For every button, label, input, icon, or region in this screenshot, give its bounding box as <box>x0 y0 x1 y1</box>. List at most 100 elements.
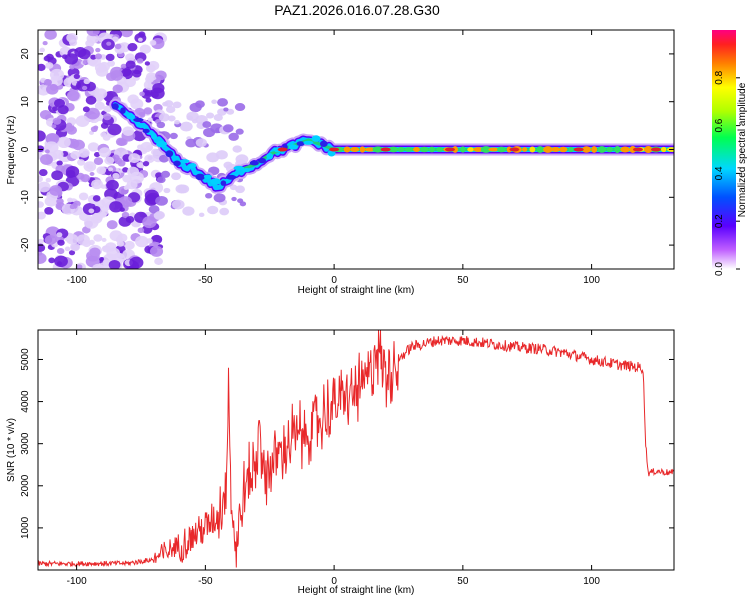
ridge-blob <box>529 146 536 153</box>
noise-blob <box>57 104 69 115</box>
noise-blob <box>211 99 218 104</box>
spectrogram-y-tick-label: 20 <box>20 48 31 60</box>
colorbar-ticks: 0.0 0.2 0.4 0.6 0.8 <box>714 70 740 276</box>
noise-blob <box>93 152 101 158</box>
noise-blob <box>52 117 62 125</box>
snr-x-ticks: -100 -50 0 50 100 <box>67 330 600 587</box>
noise-blob <box>108 167 114 172</box>
ridge-blob <box>188 162 197 169</box>
snr-x-tick-label: -50 <box>198 576 213 587</box>
noise-blob <box>87 164 94 170</box>
ridge-blob <box>242 168 251 173</box>
noise-blob <box>202 121 212 129</box>
ridge-blob <box>156 140 168 148</box>
noise-blob <box>156 176 166 184</box>
noise-blob <box>139 44 151 54</box>
noise-blob <box>189 102 202 113</box>
ridge-blob <box>142 128 150 134</box>
noise-blob <box>64 246 71 252</box>
snr-y-tick-label: 5000 <box>20 348 31 371</box>
ridge-peak <box>329 147 340 152</box>
noise-blob <box>136 161 144 168</box>
noise-blob <box>165 105 176 114</box>
ridge-blob <box>428 146 436 153</box>
noise-blob <box>155 70 167 81</box>
noise-blob <box>121 211 130 219</box>
noise-blob <box>203 127 216 138</box>
ridge-blob <box>397 146 405 153</box>
noise-blob <box>78 49 91 60</box>
noise-blob <box>167 115 176 122</box>
ridge-blob <box>266 152 274 160</box>
noise-blob <box>52 149 64 159</box>
ridge-blob <box>497 146 506 153</box>
noise-blob <box>223 107 229 112</box>
ridge-blob <box>372 146 384 153</box>
ridge-blob <box>220 180 227 186</box>
noise-blob <box>120 30 133 38</box>
spectrogram-x-label: Height of straight line (km) <box>298 285 415 296</box>
ridge-blob <box>404 147 414 152</box>
noise-blob <box>45 177 52 183</box>
noise-blob <box>231 196 237 202</box>
noise-blob <box>38 252 47 264</box>
snr-y-ticks: 1000 2000 3000 4000 5000 <box>20 348 674 539</box>
noise-blob <box>61 54 68 60</box>
noise-blob <box>163 187 171 194</box>
noise-blob <box>94 101 105 111</box>
noise-blob <box>75 115 90 127</box>
noise-blob <box>125 60 136 69</box>
noise-blob <box>145 97 152 103</box>
ridge-blob <box>551 146 561 153</box>
spectrogram-y-tick-label: 10 <box>20 96 31 108</box>
colorbar-tick-label: 0.6 <box>714 118 725 132</box>
noise-blob <box>213 193 226 203</box>
ridge-blob <box>319 140 328 147</box>
noise-blob <box>99 257 105 262</box>
noise-blob <box>107 60 115 67</box>
ridge-blob <box>195 173 206 181</box>
noise-blob <box>114 157 123 165</box>
noise-blob <box>195 138 208 147</box>
noise-blob <box>136 58 144 64</box>
noise-blob <box>96 166 107 175</box>
snr-marks <box>38 330 674 568</box>
noise-blob <box>65 170 76 179</box>
noise-blob <box>206 152 220 163</box>
noise-blob <box>68 250 76 256</box>
noise-blob <box>154 211 165 220</box>
spectrogram-x-tick-label: 50 <box>457 275 469 286</box>
noise-blob <box>107 123 122 136</box>
colorbar-tick-label: 0.0 <box>714 262 725 276</box>
ridge-blob <box>568 146 574 153</box>
ridge-blob <box>257 157 267 164</box>
noise-blob <box>102 245 108 251</box>
colorbar-label: Normalized spectral amplitude <box>737 82 748 217</box>
noise-blob <box>78 148 90 158</box>
noise-blob <box>90 54 97 60</box>
noise-blob <box>89 171 95 176</box>
noise-blob <box>92 195 101 202</box>
noise-blob <box>94 88 108 99</box>
noise-blob <box>207 205 219 215</box>
noise-blob <box>49 185 63 196</box>
noise-blob <box>135 235 149 248</box>
noise-blob <box>99 211 107 218</box>
snr-x-tick-label: 50 <box>457 576 469 587</box>
ridge-blob <box>452 146 458 153</box>
noise-blob <box>82 106 90 113</box>
noise-blob <box>38 168 48 177</box>
noise-blob <box>56 232 63 238</box>
noise-blob <box>95 47 101 53</box>
noise-blob <box>160 170 171 178</box>
noise-blob <box>234 103 246 112</box>
spectrogram-y-tick-label: -10 <box>20 190 31 205</box>
noise-blob <box>125 53 135 62</box>
colorbar-tick-label: 0.4 <box>714 166 725 180</box>
spectrogram-x-tick-label: -100 <box>67 275 87 286</box>
noise-blob <box>101 237 107 243</box>
snr-y-tick-label: 2000 <box>20 474 31 497</box>
noise-blob <box>155 195 168 206</box>
noise-blob <box>45 62 54 69</box>
snr-x-label: Height of straight line (km) <box>298 585 415 596</box>
